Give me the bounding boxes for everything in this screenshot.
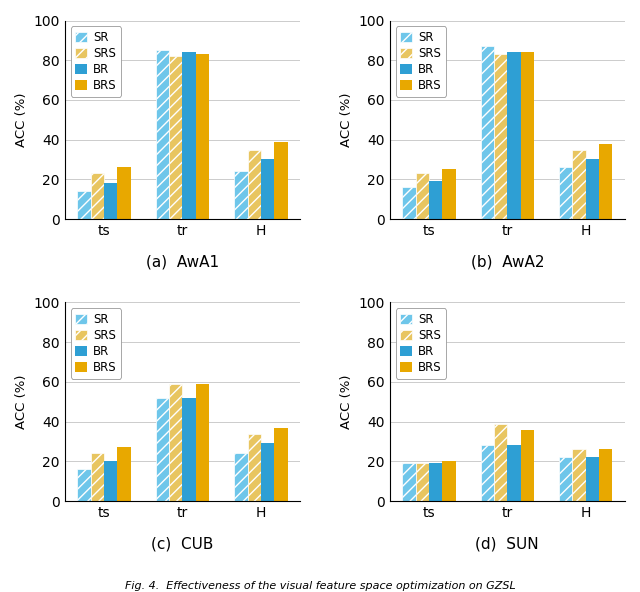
Legend: SR, SRS, BR, BRS: SR, SRS, BR, BRS	[396, 308, 446, 379]
Legend: SR, SRS, BR, BRS: SR, SRS, BR, BRS	[396, 27, 446, 96]
Text: (d)  SUN: (d) SUN	[476, 537, 539, 552]
Bar	[599, 144, 612, 219]
Legend: SR, SRS, BR, BRS: SR, SRS, BR, BRS	[70, 308, 122, 379]
Bar	[415, 464, 429, 501]
Bar	[586, 458, 599, 501]
Bar	[156, 50, 169, 219]
Bar	[481, 445, 494, 501]
Bar	[494, 54, 508, 219]
Bar	[234, 453, 248, 501]
Bar	[117, 448, 131, 501]
Bar	[182, 52, 196, 219]
Bar	[572, 150, 586, 219]
Bar	[402, 187, 415, 219]
Bar	[261, 159, 275, 219]
Bar	[196, 384, 209, 501]
Y-axis label: ACC (%): ACC (%)	[340, 375, 353, 429]
Bar	[248, 433, 261, 501]
Bar	[559, 168, 572, 219]
Text: Fig. 4.  Effectiveness of the visual feature space optimization on GZSL: Fig. 4. Effectiveness of the visual feat…	[125, 581, 515, 591]
Bar	[275, 427, 287, 501]
Bar	[261, 443, 275, 501]
Legend: SR, SRS, BR, BRS: SR, SRS, BR, BRS	[70, 27, 122, 96]
Text: (a)  AwA1: (a) AwA1	[146, 255, 219, 270]
Bar	[521, 52, 534, 219]
Text: (c)  CUB: (c) CUB	[151, 537, 214, 552]
Y-axis label: ACC (%): ACC (%)	[15, 375, 28, 429]
Bar	[494, 424, 508, 501]
Bar	[182, 398, 196, 501]
Bar	[521, 430, 534, 501]
Text: (b)  AwA2: (b) AwA2	[470, 255, 544, 270]
Y-axis label: ACC (%): ACC (%)	[15, 92, 28, 147]
Bar	[442, 169, 456, 219]
Bar	[481, 46, 494, 219]
Bar	[91, 453, 104, 501]
Bar	[508, 445, 521, 501]
Bar	[169, 56, 182, 219]
Bar	[586, 159, 599, 219]
Bar	[442, 461, 456, 501]
Bar	[402, 464, 415, 501]
Bar	[91, 173, 104, 219]
Bar	[275, 141, 287, 219]
Bar	[429, 181, 442, 219]
Bar	[169, 384, 182, 501]
Bar	[117, 168, 131, 219]
Bar	[104, 184, 117, 219]
Y-axis label: ACC (%): ACC (%)	[340, 92, 353, 147]
Bar	[508, 52, 521, 219]
Bar	[196, 54, 209, 219]
Bar	[248, 150, 261, 219]
Bar	[156, 398, 169, 501]
Bar	[104, 461, 117, 501]
Bar	[572, 449, 586, 501]
Bar	[77, 469, 91, 501]
Bar	[415, 173, 429, 219]
Bar	[234, 172, 248, 219]
Bar	[559, 458, 572, 501]
Bar	[77, 191, 91, 219]
Bar	[599, 449, 612, 501]
Bar	[429, 464, 442, 501]
